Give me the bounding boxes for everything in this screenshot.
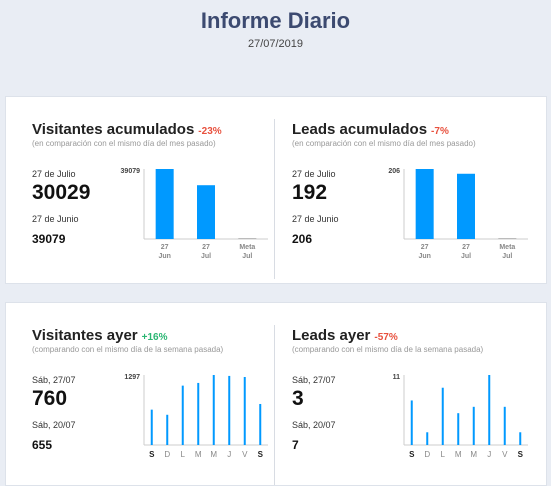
panel-visitantes-acumulados: Visitantes acumulados -23% (en comparació…: [32, 97, 272, 283]
panel-title: Leads acumulados -7%: [292, 121, 449, 138]
y-max-label: 206: [388, 168, 400, 175]
panel-visitantes-ayer: Visitantes ayer +16% (comparando con el m…: [32, 303, 272, 485]
bar: [519, 432, 522, 445]
chart-visitantes-acumulados: 39079 27 Jun 27 Jul Meta Jul: [121, 168, 268, 260]
bar: [228, 375, 231, 445]
bar: [259, 403, 262, 445]
bar: [181, 385, 184, 445]
previous-value: 7: [292, 438, 299, 452]
previous-label: 27 de Junio: [292, 214, 339, 224]
panel-title: Leads ayer -57%: [292, 327, 398, 344]
change-badge: +16%: [141, 332, 168, 343]
y-max-label: 1297: [124, 374, 140, 381]
bar: [472, 406, 475, 445]
x-tick-label: J: [227, 450, 231, 459]
panel-subtitle: (en comparación con el mismo día del mes…: [292, 139, 476, 148]
panel-leads-ayer: Leads ayer -57% (comparando con el mismo …: [292, 303, 532, 485]
bar: [197, 382, 200, 445]
x-tick-label: V: [242, 450, 248, 459]
y-max-label: 11: [393, 374, 401, 381]
x-tick-label: L: [181, 450, 186, 459]
x-tick-label: 27 Jul: [201, 244, 211, 260]
current-value: 760: [32, 387, 68, 410]
bar: [212, 375, 215, 445]
x-tick-label: 27 Jun: [418, 244, 430, 260]
x-tick-label: D: [164, 450, 170, 459]
x-tick-label: M: [455, 450, 462, 459]
current-label: Sáb, 27/07: [292, 375, 336, 385]
current-label: 27 de Julio: [292, 169, 336, 179]
report-date: 27/07/2019: [247, 38, 304, 50]
previous-value: 655: [32, 438, 53, 452]
page-title: Informe Diario: [200, 8, 351, 33]
current-value: 3: [292, 387, 304, 410]
bar: [415, 169, 434, 239]
chart-leads-ayer: 11S D L M M J V S: [393, 374, 528, 459]
bar: [150, 409, 153, 445]
x-tick-label: M: [210, 450, 217, 459]
bar: [243, 376, 246, 445]
x-tick-label: 27 Jun: [158, 244, 170, 260]
x-tick-label: S: [518, 450, 524, 459]
change-badge: -23%: [198, 126, 222, 137]
x-tick-label: M: [470, 450, 477, 459]
card-divider: [274, 119, 275, 279]
bar: [155, 169, 174, 239]
x-tick-label: Meta Jul: [239, 244, 255, 260]
x-tick-label: L: [441, 450, 446, 459]
x-tick-label: D: [424, 450, 430, 459]
previous-value: 206: [292, 232, 313, 246]
change-badge: -7%: [431, 126, 449, 137]
bar: [457, 173, 475, 239]
bar: [441, 387, 444, 445]
x-tick-label: V: [502, 450, 508, 459]
accumulated-card: Visitantes acumulados -23% (en comparació…: [5, 96, 547, 284]
bar: [457, 413, 460, 445]
x-tick-label: M: [195, 450, 202, 459]
current-label: Sáb, 27/07: [32, 375, 76, 385]
x-tick-label: Meta Jul: [499, 244, 515, 260]
current-value: 30029: [32, 181, 91, 204]
panel-subtitle: (comparando con el mismo día de la seman…: [32, 345, 224, 354]
previous-label: Sáb, 20/07: [32, 420, 76, 430]
x-tick-label: J: [487, 450, 491, 459]
panel-title: Visitantes ayer +16%: [32, 327, 168, 344]
current-label: 27 de Julio: [32, 169, 76, 179]
yesterday-card: Visitantes ayer +16% (comparando con el m…: [5, 302, 547, 486]
bar: [488, 375, 491, 445]
y-max-label: 39079: [121, 168, 141, 175]
x-tick-label: S: [409, 450, 415, 459]
previous-label: Sáb, 20/07: [292, 420, 336, 430]
x-tick-label: S: [258, 450, 264, 459]
previous-label: 27 de Junio: [32, 214, 79, 224]
x-tick-label: S: [149, 450, 155, 459]
change-badge: -57%: [374, 332, 398, 343]
bar: [197, 185, 215, 239]
current-value: 192: [292, 181, 328, 204]
bar: [166, 414, 169, 445]
x-tick-label: 27 Jul: [461, 244, 471, 260]
bar: [426, 432, 429, 445]
bar: [503, 406, 506, 445]
panel-title: Visitantes acumulados -23%: [32, 121, 222, 138]
panel-subtitle: (en comparación con el mismo día del mes…: [32, 139, 216, 148]
previous-value: 39079: [32, 232, 66, 246]
card-divider: [274, 325, 275, 485]
panel-subtitle: (comparando con el mismo día de la seman…: [292, 345, 484, 354]
panel-leads-acumulados: Leads acumulados -7% (en comparación con …: [292, 97, 532, 283]
bar: [410, 400, 413, 445]
chart-leads-acumulados: 206 27 Jun 27 Jul Meta Jul: [388, 168, 528, 260]
